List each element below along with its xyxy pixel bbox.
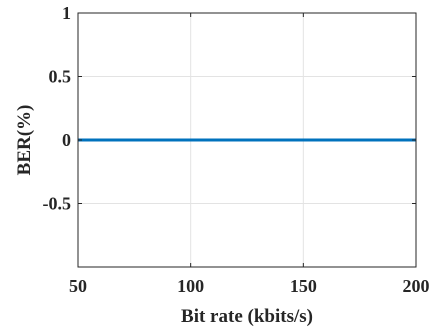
x-tick-label: 50 <box>69 276 87 296</box>
y-tick-label: -0.5 <box>43 194 72 214</box>
x-tick-label: 150 <box>290 276 317 296</box>
ticks <box>77 12 417 267</box>
x-tick-labels: 50 100 150 200 <box>69 276 430 296</box>
y-tick-label: 0 <box>62 130 71 150</box>
y-axis-label: BER(%) <box>14 105 35 176</box>
y-tick-label: 1 <box>62 3 71 23</box>
x-axis-label: Bit rate (kbits/s) <box>181 306 313 327</box>
y-tick-label: 0.5 <box>49 67 72 87</box>
y-tick-labels: 1 0.5 0 -0.5 <box>43 3 72 214</box>
x-tick-label: 100 <box>177 276 204 296</box>
x-tick-label: 200 <box>403 276 430 296</box>
